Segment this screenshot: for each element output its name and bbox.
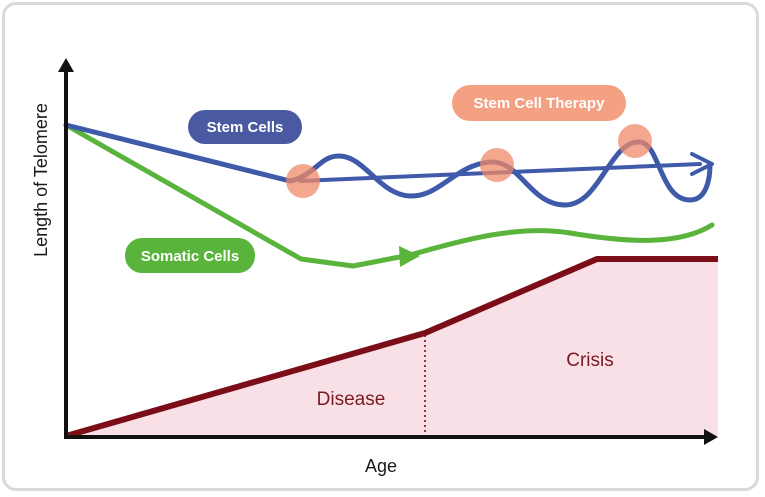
x-axis-arrow	[704, 429, 718, 445]
stem-cell-therapy-label: Stem Cell Therapy	[474, 95, 606, 112]
crisis-label: Crisis	[566, 350, 614, 371]
disease-label: Disease	[317, 389, 386, 410]
x-axis-label: Age	[365, 456, 397, 476]
therapy-dot-3	[618, 124, 652, 158]
somatic-cells-label: Somatic Cells	[141, 248, 239, 265]
therapy-dot-1	[286, 164, 320, 198]
somatic-cells-pill	[125, 238, 255, 273]
y-axis-label: Length of Telomere	[31, 103, 51, 257]
stem-cells-pill	[188, 110, 302, 144]
risk-line	[65, 256, 718, 439]
stem-cell-therapy-pill	[452, 85, 626, 121]
stem-cells-label: Stem Cells	[207, 119, 284, 136]
y-axis-arrow	[58, 58, 74, 72]
somatic-cells-line	[63, 122, 715, 269]
therapy-dot-2	[480, 148, 514, 182]
stem-cells-wave	[287, 139, 713, 208]
somatic-cells-arrowhead	[399, 246, 420, 267]
stem-cells-line	[63, 122, 293, 184]
